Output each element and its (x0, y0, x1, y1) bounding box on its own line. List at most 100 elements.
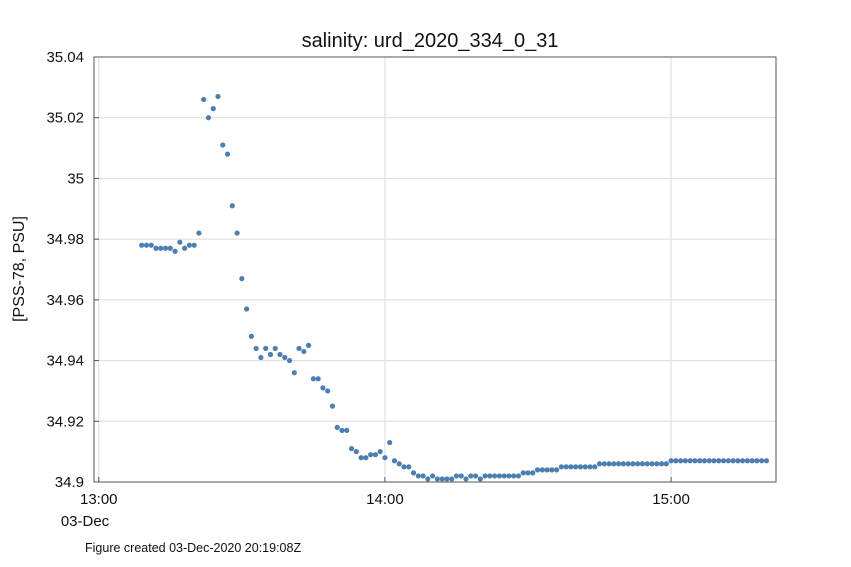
data-point (334, 424, 340, 430)
data-point (406, 464, 412, 470)
data-point (568, 464, 574, 470)
data-point (344, 427, 350, 433)
data-point (711, 458, 717, 464)
data-point (501, 473, 507, 479)
data-point (620, 461, 626, 467)
data-point (468, 473, 474, 479)
y-tick-label: 34.98 (46, 231, 84, 248)
data-point (253, 345, 259, 352)
data-point (716, 458, 722, 464)
data-point (296, 345, 302, 352)
data-point (644, 461, 650, 467)
data-point (153, 245, 159, 251)
data-point (511, 473, 517, 479)
data-point (592, 464, 598, 470)
data-point (573, 464, 579, 470)
data-point (477, 476, 483, 482)
data-point (143, 242, 150, 248)
figure-footer: Figure created 03-Dec-2020 20:19:08Z (85, 541, 302, 555)
data-point (339, 427, 345, 433)
y-axis-label: [PSS-78, PSU] (11, 216, 28, 322)
data-point (649, 461, 655, 467)
data-point (410, 470, 417, 476)
data-point (244, 306, 250, 312)
data-point (654, 461, 660, 467)
data-point (167, 245, 173, 251)
data-point (496, 473, 502, 479)
data-point (310, 376, 316, 382)
data-point (472, 473, 479, 479)
data-point (291, 370, 297, 376)
data-point (434, 476, 440, 482)
data-point (201, 96, 207, 103)
data-point (396, 461, 402, 467)
data-point (229, 203, 235, 209)
data-point (549, 467, 555, 473)
x-axis-ticks: 13:00 14:00 15:00 (80, 477, 690, 508)
data-point (611, 461, 617, 467)
data-point (515, 473, 522, 479)
data-point (587, 464, 593, 470)
data-point (358, 455, 364, 461)
data-point (224, 151, 231, 157)
data-point (353, 449, 359, 455)
data-point (740, 458, 746, 464)
chart-title: salinity: urd_2020_334_0_31 (302, 30, 559, 52)
data-point (697, 458, 703, 464)
data-point (191, 242, 197, 248)
data-point (487, 473, 493, 479)
y-tick-label: 34.94 (46, 353, 84, 370)
data-point (162, 245, 169, 251)
data-point (506, 473, 512, 479)
data-point (725, 458, 731, 464)
y-tick-label: 35.02 (46, 110, 84, 127)
data-point (263, 345, 269, 352)
data-point (420, 473, 426, 479)
data-point (635, 461, 641, 467)
data-point (158, 245, 164, 251)
data-point (534, 467, 541, 473)
y-tick-label: 34.9 (55, 474, 84, 491)
data-point (286, 357, 293, 364)
data-point (220, 142, 226, 148)
data-point (735, 458, 741, 464)
data-point (306, 342, 312, 348)
data-point (754, 458, 760, 464)
y-tick-label: 34.92 (46, 413, 84, 430)
data-point (558, 464, 564, 470)
plot-frame (93, 56, 777, 483)
data-point (267, 351, 274, 358)
data-point (539, 467, 545, 473)
x-axis-date-label: 03-Dec (61, 513, 110, 530)
data-point (525, 470, 531, 476)
data-point (759, 458, 765, 464)
data-point (687, 458, 693, 464)
x-tick-label: 15:00 (652, 491, 690, 508)
data-point (530, 470, 536, 476)
data-point (348, 446, 355, 452)
data-point (430, 473, 436, 479)
data-point (639, 461, 646, 467)
data-point (577, 464, 584, 470)
data-point (744, 458, 750, 464)
data-point (172, 248, 178, 254)
data-point (277, 351, 283, 358)
data-point (668, 458, 674, 464)
data-point (692, 458, 698, 464)
data-point (682, 458, 688, 464)
data-point (177, 239, 183, 245)
data-point (401, 464, 407, 470)
grid (94, 56, 776, 483)
data-point (301, 348, 307, 355)
data-point (258, 354, 264, 361)
data-point (139, 242, 145, 248)
data-point (186, 242, 192, 248)
data-point (234, 230, 240, 236)
y-axis-ticks: 35.04 35.02 35 34.98 34.96 34.94 34.92 34.9 (46, 49, 99, 491)
data-point (492, 473, 498, 479)
data-point (391, 458, 398, 464)
data-point (554, 467, 560, 473)
data-point (368, 452, 374, 458)
data-point (730, 458, 736, 464)
